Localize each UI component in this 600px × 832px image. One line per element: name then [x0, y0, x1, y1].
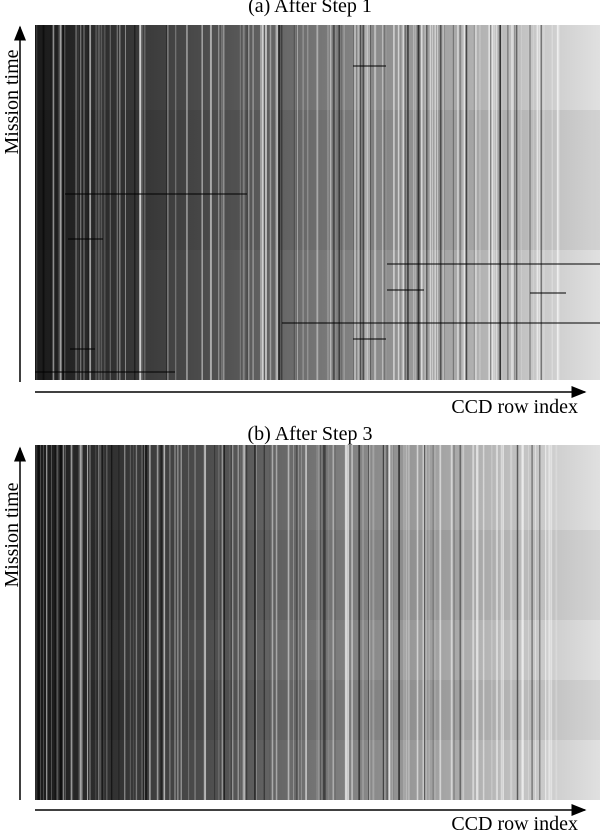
- image-panel: [35, 25, 600, 380]
- image-band: [35, 530, 600, 620]
- image-band: [35, 110, 600, 250]
- image-panel: [35, 445, 600, 800]
- panel-title: (b) After Step 3: [248, 423, 373, 445]
- image-background: [35, 445, 600, 800]
- panel-title: (a) After Step 1: [248, 0, 372, 17]
- artifact-lines: [35, 65, 600, 373]
- image-band: [35, 680, 600, 740]
- x-axis-label: CCD row index: [451, 396, 578, 418]
- x-axis-label: CCD row index: [451, 813, 578, 832]
- image-background: [35, 25, 600, 380]
- y-axis-label: Mission time: [1, 482, 23, 587]
- y-axis-label: Mission time: [1, 49, 23, 154]
